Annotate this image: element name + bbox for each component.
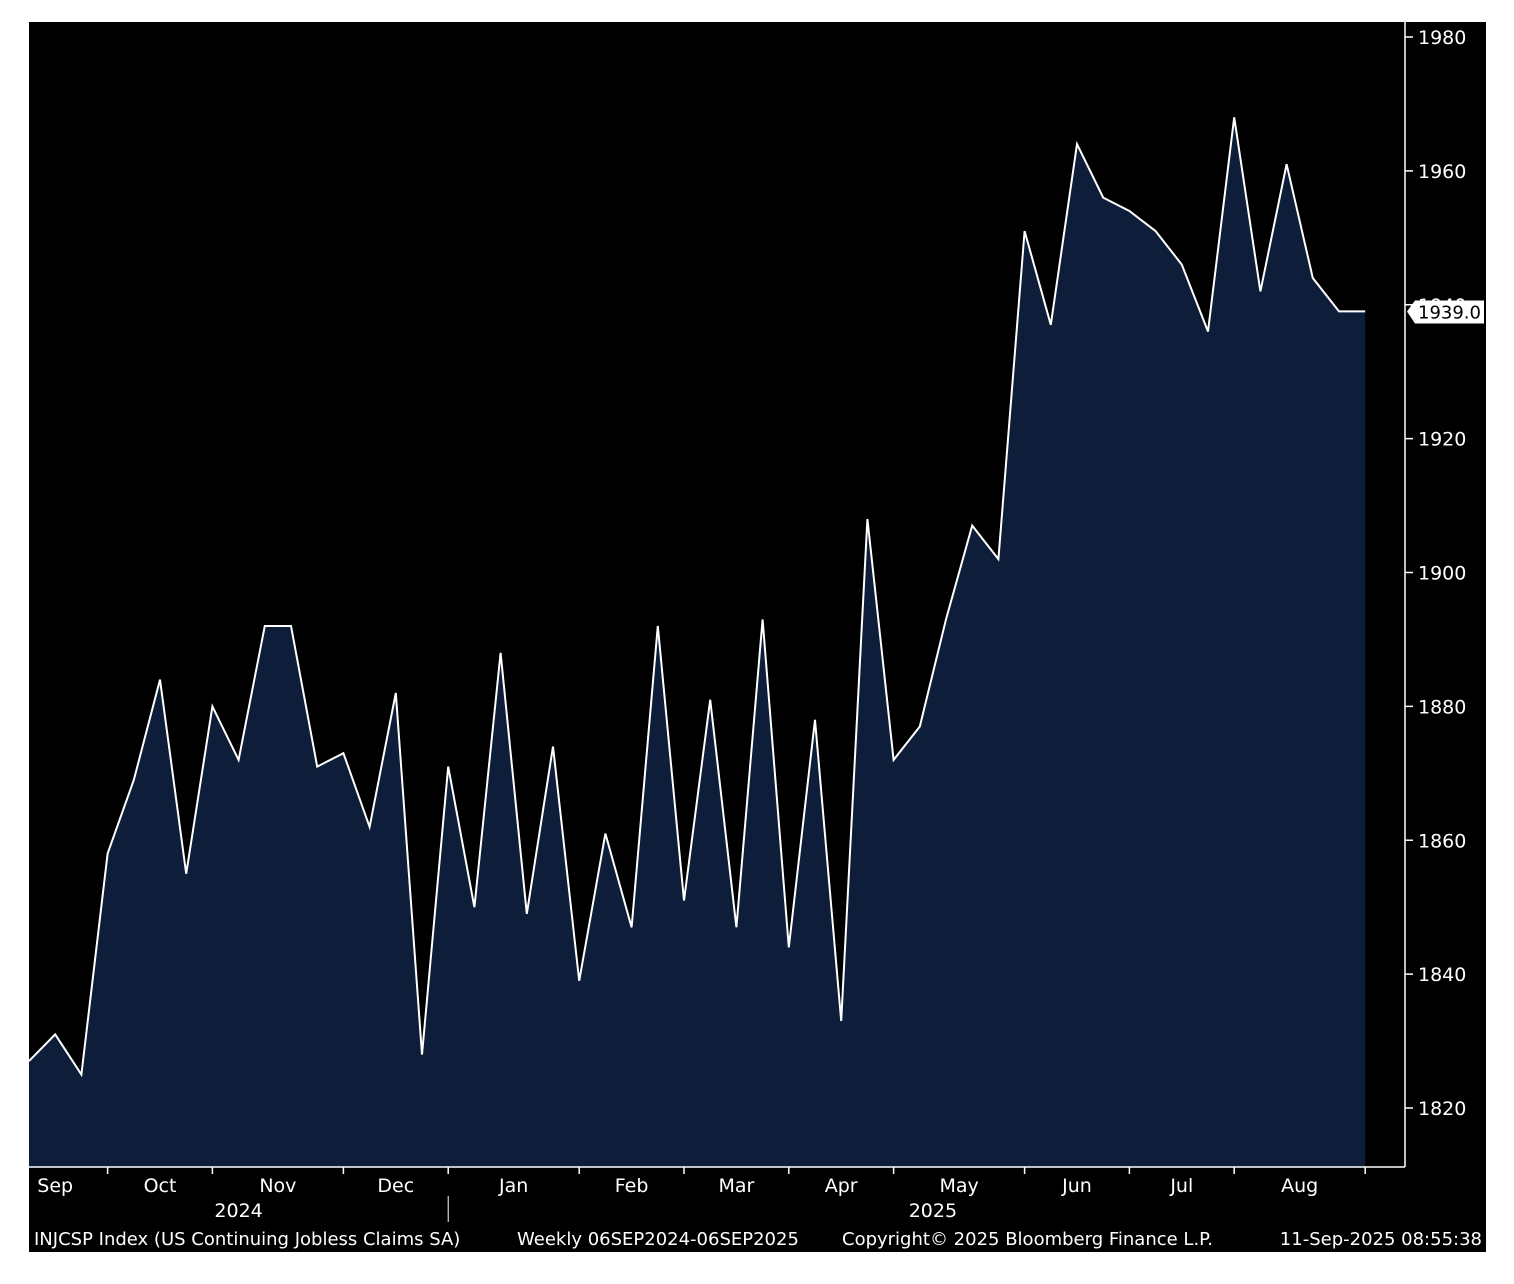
footer-copyright: Copyright© 2025 Bloomberg Finance L.P.	[842, 1229, 1213, 1250]
y-tick-label: 1960	[1418, 161, 1466, 183]
x-month-label: Dec	[377, 1175, 414, 1197]
series-area	[29, 117, 1366, 1167]
last-value-label: 1939.0	[1418, 302, 1481, 323]
x-month-label: Nov	[259, 1175, 296, 1197]
footer-layer: INJCSP Index (US Continuing Jobless Clai…	[34, 1229, 1482, 1250]
x-month-label: Jun	[1061, 1175, 1092, 1197]
y-tick-label: 1920	[1418, 429, 1466, 451]
footer-timestamp: 11-Sep-2025 08:55:38	[1280, 1229, 1482, 1250]
x-month-label: Feb	[615, 1175, 649, 1197]
series-line	[28, 117, 1366, 1078]
x-year-label: 2025	[909, 1200, 957, 1222]
last-value-box	[1407, 300, 1484, 324]
area-layer	[28, 117, 1366, 1167]
x-month-label: Apr	[825, 1175, 858, 1197]
y-tick-label: 1820	[1418, 1098, 1466, 1120]
x-month-label: Oct	[144, 1175, 177, 1197]
y-tick-label: 1860	[1418, 830, 1466, 852]
axis-layer: 1820184018601880190019201940196019801939…	[1404, 22, 1484, 1167]
x-month-label: Jan	[498, 1175, 528, 1197]
y-tick-label: 1880	[1418, 696, 1466, 718]
y-tick-label: 1840	[1418, 964, 1466, 986]
x-axis-layer: Sep Oct Nov Dec Jan Feb Mar Apr May Jun Jul Aug 2024…	[29, 1166, 1405, 1222]
x-month-label: Jul	[1169, 1175, 1193, 1197]
x-year-label: 2024	[214, 1200, 262, 1222]
footer-index-label: INJCSP Index (US Continuing Jobless Clai…	[34, 1229, 460, 1250]
x-month-label: Aug	[1281, 1175, 1318, 1197]
y-tick-label: 1980	[1418, 27, 1466, 49]
footer-frequency-range: Weekly 06SEP2024-06SEP2025	[517, 1229, 799, 1250]
x-month-label: Sep	[37, 1175, 73, 1197]
x-month-label: Mar	[718, 1175, 754, 1197]
y-tick-label: 1900	[1418, 563, 1466, 585]
x-month-label: May	[939, 1175, 978, 1197]
